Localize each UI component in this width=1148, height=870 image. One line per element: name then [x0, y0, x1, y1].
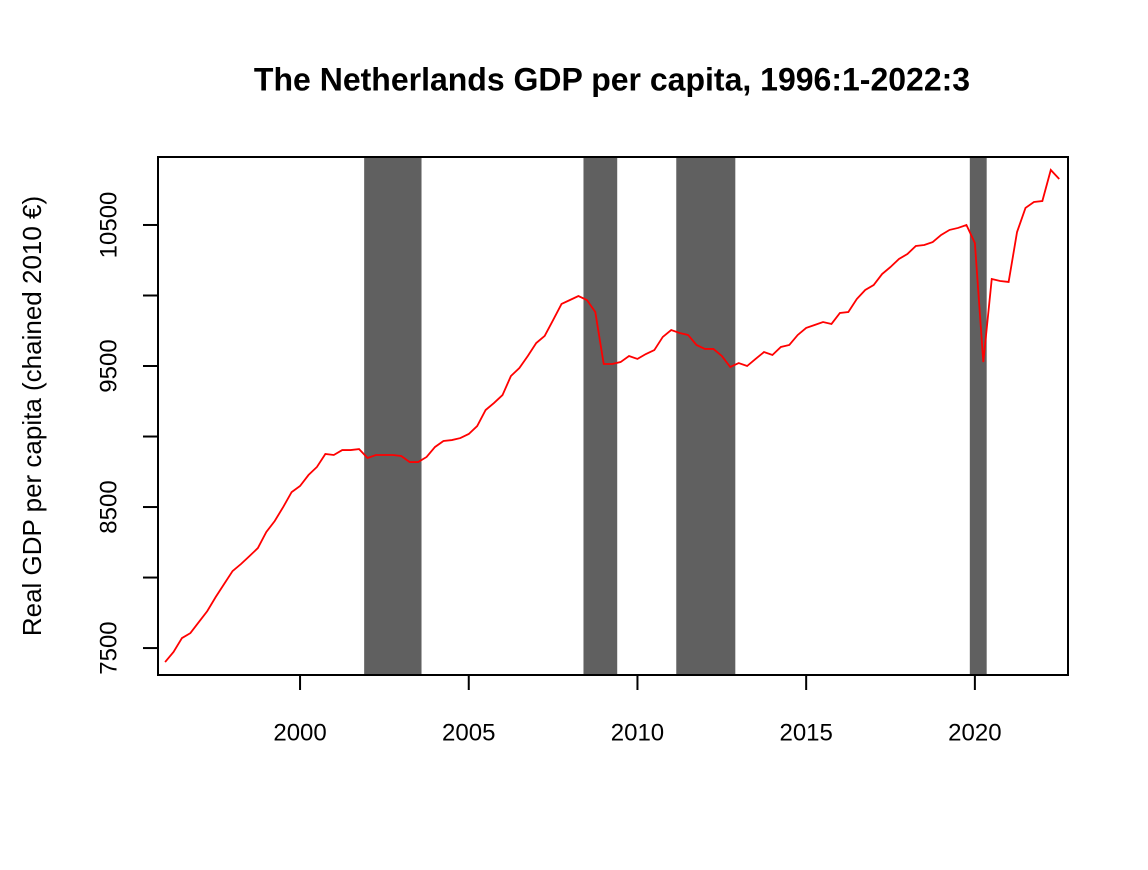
shaded-period	[583, 157, 618, 675]
shaded-period	[969, 157, 987, 675]
y-axis-label: Real GDP per capita (chained 2010 €)	[17, 196, 47, 636]
x-tick-label: 2010	[611, 719, 664, 746]
x-tick-label: 2000	[273, 719, 326, 746]
chart-title: The Netherlands GDP per capita, 1996:1-2…	[254, 61, 970, 97]
plot-area	[164, 157, 1060, 675]
y-tick-label: 7500	[95, 621, 122, 674]
y-tick-label: 9500	[95, 339, 122, 392]
shaded-period	[364, 157, 422, 675]
y-tick-label: 8500	[95, 480, 122, 533]
x-tick-label: 2020	[948, 719, 1001, 746]
x-tick-label: 2015	[779, 719, 832, 746]
data-line	[164, 168, 1060, 663]
shaded-period	[676, 157, 736, 675]
y-tick-label: 10500	[95, 192, 122, 259]
x-tick-label: 2005	[442, 719, 495, 746]
